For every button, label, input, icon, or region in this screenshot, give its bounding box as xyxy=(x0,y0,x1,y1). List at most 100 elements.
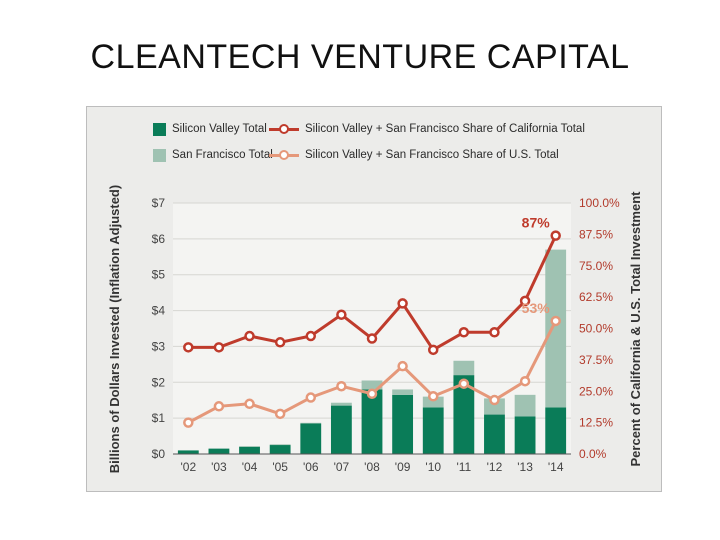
x-tick-label: '09 xyxy=(395,460,411,474)
x-tick-label: '10 xyxy=(425,460,441,474)
legend-item-sf-total: San Francisco Total xyxy=(153,145,273,165)
x-tick-label: '07 xyxy=(334,460,350,474)
y-tick-label: $1 xyxy=(152,411,166,425)
point-us-share xyxy=(183,417,194,428)
bar-san-francisco xyxy=(269,444,291,446)
legend-swatch-sv xyxy=(153,122,166,136)
point-us-share xyxy=(427,391,439,402)
bar-silicon-valley xyxy=(177,450,199,454)
bar-silicon-valley xyxy=(208,448,230,454)
point-ca-share xyxy=(427,344,439,356)
point-us-share xyxy=(458,378,470,389)
point-ca-share xyxy=(550,230,561,241)
chart-plot: Billions of Dollars Invested (Inflation … xyxy=(107,185,643,474)
legend-label-us-share: Silicon Valley + San Francisco Share of … xyxy=(305,149,559,161)
point-us-share xyxy=(519,375,531,387)
legend-marker-us xyxy=(269,148,299,162)
point-ca-share xyxy=(305,330,317,342)
point-us-share xyxy=(305,392,317,403)
y-tick-label: $3 xyxy=(152,339,166,353)
y2-tick-label: 50.0% xyxy=(579,322,613,336)
bar-silicon-valley xyxy=(269,445,291,454)
point-ca-share xyxy=(244,330,255,342)
bar-silicon-valley xyxy=(514,416,536,454)
bar-silicon-valley xyxy=(300,423,322,454)
bar-san-francisco xyxy=(361,380,383,390)
point-ca-share xyxy=(397,298,408,309)
y2-tick-label: 75.0% xyxy=(579,259,613,273)
y-tick-label: $6 xyxy=(152,232,166,246)
x-tick-label: '04 xyxy=(242,460,258,474)
y2-tick-label: 62.5% xyxy=(579,290,613,304)
bar-silicon-valley xyxy=(453,375,475,454)
y2-tick-label: 100.0% xyxy=(579,196,620,210)
bar-silicon-valley xyxy=(392,394,414,454)
legend-bars: Silicon Valley Total San Francisco Total xyxy=(153,119,273,171)
legend-swatch-sf xyxy=(153,148,166,162)
bar-san-francisco xyxy=(422,396,444,408)
bar-san-francisco xyxy=(330,402,352,406)
point-us-share xyxy=(213,401,225,412)
x-tick-label: '08 xyxy=(364,460,380,474)
x-tick-label: '03 xyxy=(211,460,227,474)
x-tick-label: '12 xyxy=(487,460,503,474)
bar-silicon-valley xyxy=(361,389,383,454)
x-tick-label: '14 xyxy=(548,460,564,474)
bar-san-francisco xyxy=(300,422,322,424)
point-ca-share xyxy=(213,342,225,353)
y-tick-label: $0 xyxy=(152,447,166,461)
legend-label-sf-total: San Francisco Total xyxy=(172,149,273,161)
point-ca-share xyxy=(458,327,470,338)
bar-san-francisco xyxy=(392,389,414,395)
legend-item-sv-total: Silicon Valley Total xyxy=(153,119,273,139)
y-axis-label: Billions of Dollars Invested (Inflation … xyxy=(107,185,122,473)
bar-silicon-valley xyxy=(422,407,444,454)
y2-tick-label: 37.5% xyxy=(579,353,613,367)
y2-tick-label: 0.0% xyxy=(579,447,607,461)
legend-item-us-share: Silicon Valley + San Francisco Share of … xyxy=(269,145,585,165)
y2-tick-label: 25.0% xyxy=(579,384,613,398)
point-us-share xyxy=(336,380,347,392)
bar-san-francisco xyxy=(545,249,567,408)
bar-silicon-valley xyxy=(239,446,260,454)
point-us-share xyxy=(550,315,561,327)
point-ca-share xyxy=(183,342,194,353)
bar-san-francisco xyxy=(484,398,505,415)
legend-marker-ca xyxy=(269,122,299,136)
point-us-share xyxy=(397,360,408,372)
legend-label-ca-share: Silicon Valley + San Francisco Share of … xyxy=(305,123,585,135)
point-ca-share xyxy=(366,333,378,344)
x-tick-label: '11 xyxy=(456,460,471,474)
x-tick-label: '02 xyxy=(180,460,196,474)
annotation-label: 53% xyxy=(522,300,551,316)
point-us-share xyxy=(244,398,255,410)
point-us-share xyxy=(489,394,500,406)
legend-item-ca-share: Silicon Valley + San Francisco Share of … xyxy=(269,119,585,139)
bar-silicon-valley xyxy=(545,407,567,454)
slide-title: CLEANTECH VENTURE CAPITAL xyxy=(90,38,630,76)
y2-tick-label: 12.5% xyxy=(579,416,613,430)
y-tick-label: $7 xyxy=(152,196,166,210)
y-tick-label: $4 xyxy=(152,304,166,318)
bar-silicon-valley xyxy=(484,414,505,454)
point-us-share xyxy=(274,408,286,420)
bar-silicon-valley xyxy=(330,405,352,454)
y2-tick-label: 87.5% xyxy=(579,227,613,241)
point-ca-share xyxy=(274,337,286,348)
y2-axis-label: Percent of California & U.S. Total Inves… xyxy=(628,191,643,467)
bar-san-francisco xyxy=(239,446,260,447)
annotation-label: 87% xyxy=(522,215,551,231)
y-tick-label: $2 xyxy=(152,375,166,389)
legend-label-sv-total: Silicon Valley Total xyxy=(172,123,267,135)
x-tick-label: '13 xyxy=(517,460,533,474)
x-tick-label: '06 xyxy=(303,460,319,474)
x-tick-label: '05 xyxy=(272,460,288,474)
bar-san-francisco xyxy=(514,394,536,417)
legend-lines: Silicon Valley + San Francisco Share of … xyxy=(269,119,585,171)
bar-san-francisco xyxy=(453,360,475,376)
point-ca-share xyxy=(336,309,347,320)
chart-figure: Silicon Valley Total San Francisco Total… xyxy=(86,106,662,492)
point-ca-share xyxy=(519,295,531,307)
y-tick-label: $5 xyxy=(152,268,166,282)
point-ca-share xyxy=(489,327,500,338)
